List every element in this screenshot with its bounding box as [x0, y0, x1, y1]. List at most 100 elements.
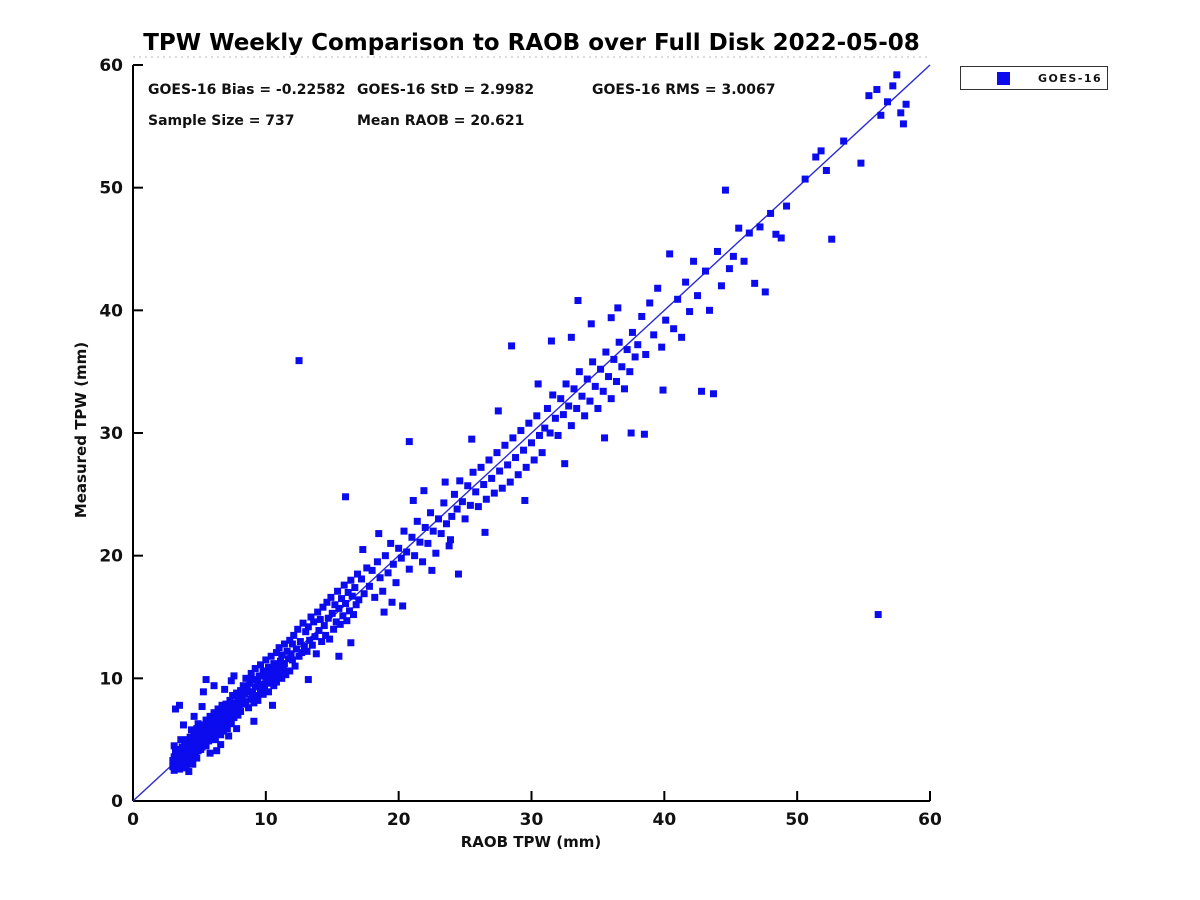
- data-point: [543, 404, 551, 412]
- data-point: [509, 434, 517, 442]
- data-point: [429, 527, 437, 535]
- data-point: [175, 701, 183, 709]
- data-point: [670, 325, 678, 333]
- data-point: [270, 682, 278, 690]
- data-point: [541, 424, 549, 432]
- data-point: [253, 692, 261, 700]
- y-tick-label: 10: [99, 669, 123, 689]
- data-point: [322, 631, 330, 639]
- data-point: [388, 598, 396, 606]
- data-point: [549, 391, 557, 399]
- y-tick-label: 20: [99, 547, 123, 567]
- data-point: [202, 676, 210, 684]
- data-point: [326, 635, 334, 643]
- data-point: [268, 701, 276, 709]
- data-point: [332, 618, 340, 626]
- data-point: [213, 728, 221, 736]
- data-point: [395, 544, 403, 552]
- data-point: [272, 649, 280, 657]
- data-point: [363, 564, 371, 572]
- data-point: [210, 732, 218, 740]
- data-point: [420, 487, 428, 495]
- data-point: [874, 611, 882, 619]
- data-point: [292, 645, 300, 653]
- data-point: [276, 657, 284, 665]
- data-point: [258, 680, 266, 688]
- data-point: [312, 650, 320, 658]
- data-point: [521, 496, 529, 504]
- data-point: [203, 726, 211, 734]
- stat-std: GOES-16 StD = 2.9982: [357, 82, 535, 98]
- data-point: [254, 678, 262, 686]
- data-point: [339, 612, 347, 620]
- data-point: [177, 736, 185, 744]
- data-point: [877, 111, 885, 119]
- data-point: [490, 489, 498, 497]
- data-point: [173, 747, 181, 755]
- data-point: [674, 295, 682, 303]
- data-point: [485, 456, 493, 464]
- data-point: [432, 549, 440, 557]
- data-point: [626, 368, 634, 376]
- data-point: [207, 722, 215, 730]
- data-point: [213, 747, 221, 755]
- data-point: [828, 235, 836, 243]
- data-point: [840, 137, 848, 145]
- data-point: [817, 147, 825, 155]
- data-point: [302, 628, 310, 636]
- data-point: [538, 449, 546, 457]
- data-point: [237, 687, 245, 695]
- data-point: [442, 520, 450, 528]
- data-point: [257, 661, 265, 669]
- data-point: [194, 720, 202, 728]
- data-point: [250, 699, 258, 707]
- data-point: [530, 456, 538, 464]
- data-point: [480, 481, 488, 489]
- data-point: [275, 668, 283, 676]
- data-point: [217, 741, 225, 749]
- data-point: [338, 595, 346, 603]
- data-point: [262, 656, 270, 664]
- data-point: [446, 536, 454, 544]
- data-point: [575, 368, 583, 376]
- data-point: [295, 652, 303, 660]
- data-point: [221, 707, 229, 715]
- data-point: [493, 449, 501, 457]
- data-point: [581, 412, 589, 420]
- data-point: [559, 411, 567, 419]
- data-point: [239, 682, 247, 690]
- data-point: [822, 166, 830, 174]
- x-tick-label: 50: [785, 810, 809, 830]
- data-point: [610, 355, 618, 363]
- data-point: [267, 676, 275, 684]
- data-point: [865, 92, 873, 100]
- data-point: [437, 530, 445, 538]
- data-point: [183, 743, 191, 751]
- data-point: [561, 460, 569, 468]
- data-point: [801, 175, 809, 183]
- data-point: [557, 395, 565, 403]
- data-point: [179, 721, 187, 729]
- data-point: [735, 224, 743, 232]
- y-tick-label: 30: [99, 424, 123, 444]
- data-point: [211, 736, 219, 744]
- data-point: [729, 252, 737, 260]
- data-point: [286, 636, 294, 644]
- data-point: [496, 467, 504, 475]
- data-point: [642, 350, 650, 358]
- data-point: [202, 742, 210, 750]
- data-point: [371, 593, 379, 601]
- data-point: [620, 385, 628, 393]
- data-point: [375, 530, 383, 538]
- data-point: [249, 676, 257, 684]
- data-point: [185, 768, 193, 776]
- data-point: [226, 696, 234, 704]
- data-point: [264, 688, 272, 696]
- data-point: [477, 463, 485, 471]
- data-point: [464, 482, 472, 490]
- data-point: [178, 743, 186, 751]
- data-point: [902, 100, 910, 108]
- data-point: [355, 596, 363, 604]
- data-point: [342, 493, 350, 501]
- data-point: [314, 608, 322, 616]
